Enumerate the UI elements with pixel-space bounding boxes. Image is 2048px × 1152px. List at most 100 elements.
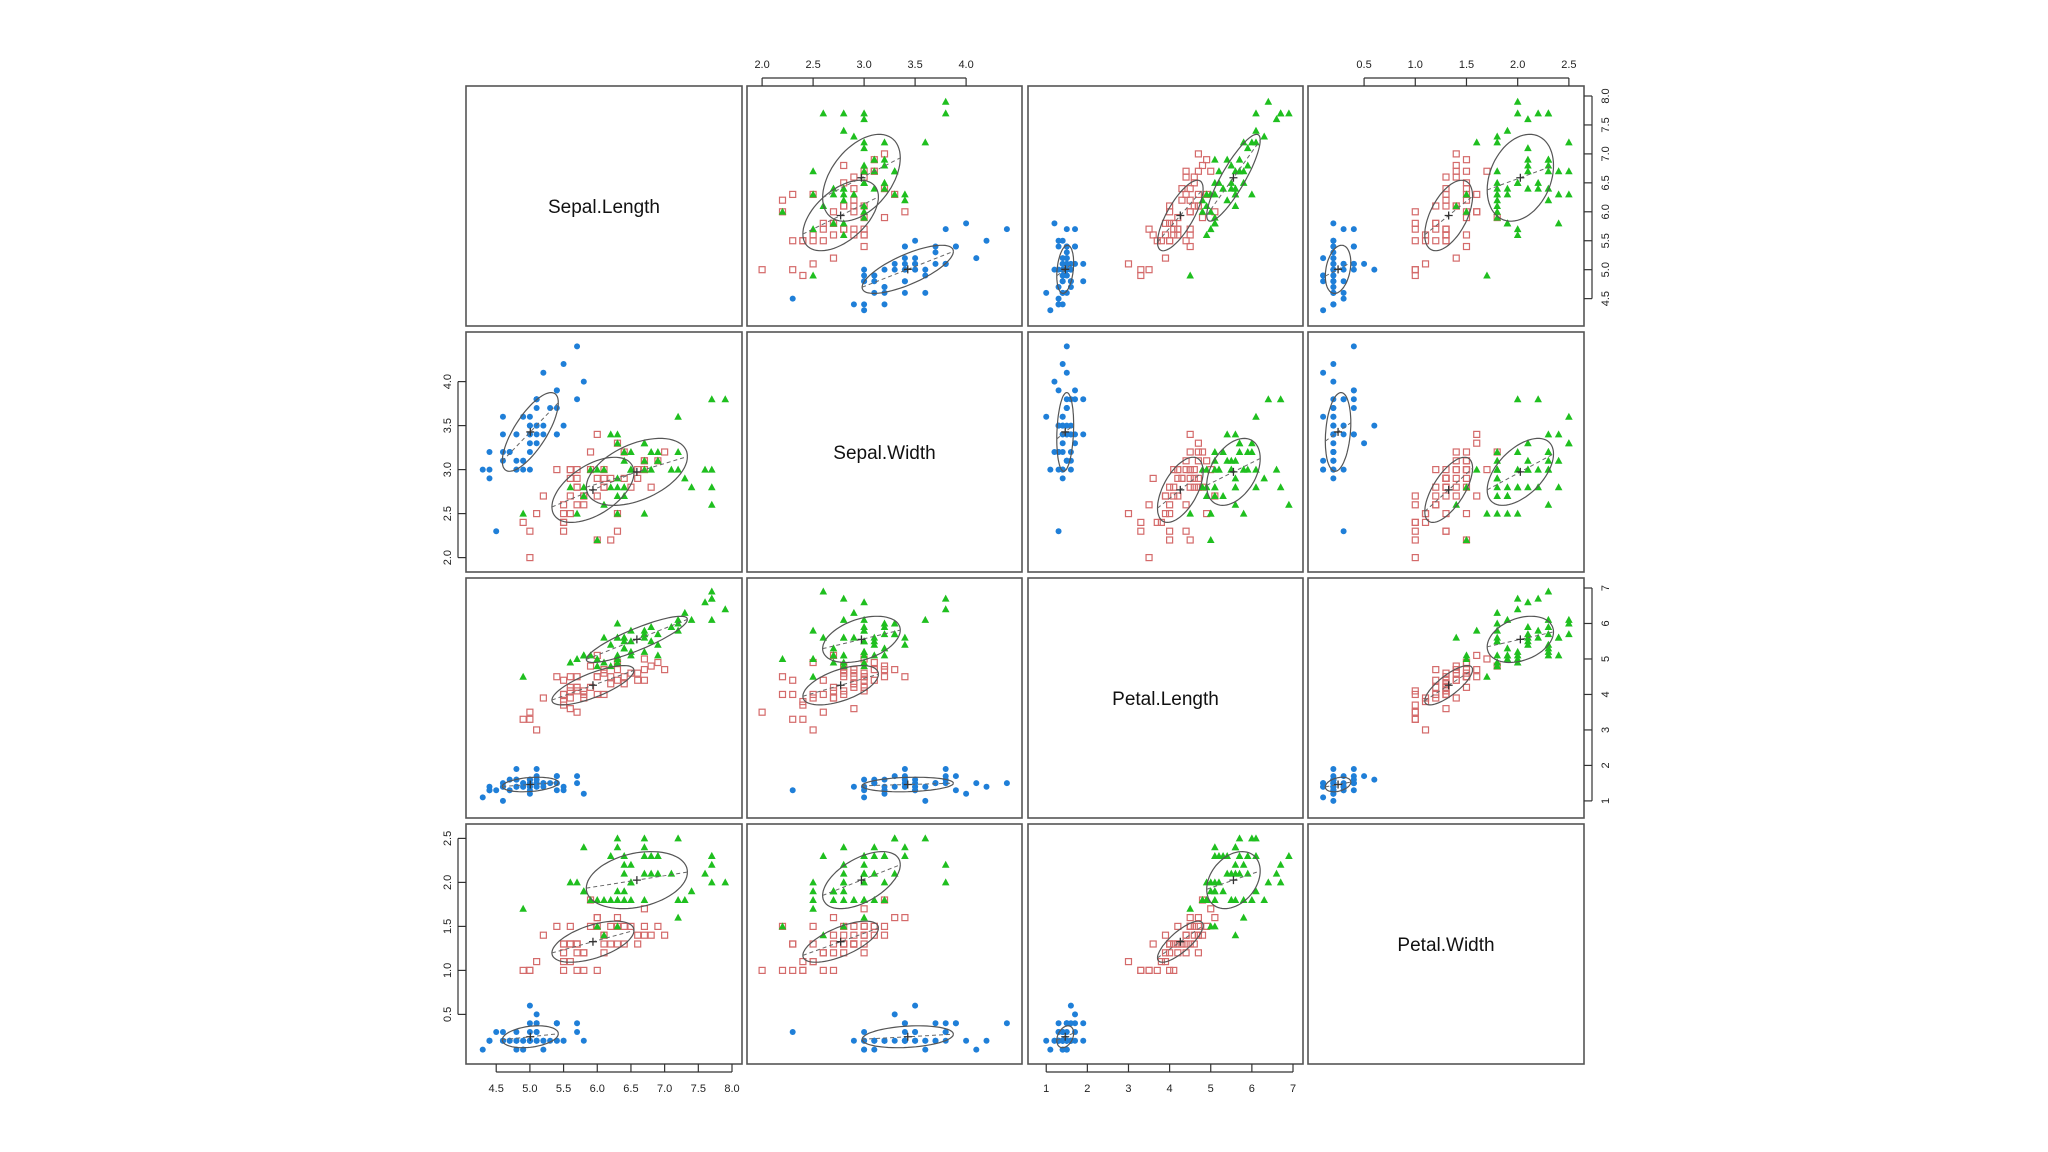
point-virginica: [809, 626, 817, 634]
point-virginica: [600, 931, 608, 939]
point-setosa: [1320, 413, 1327, 420]
point-virginica: [701, 465, 709, 473]
point-virginica: [1223, 196, 1231, 204]
series-setosa: [789, 1002, 1010, 1053]
point-setosa: [486, 787, 493, 794]
point-virginica: [579, 483, 588, 491]
regression-line-setosa: [1325, 781, 1351, 788]
point-virginica: [1493, 619, 1501, 627]
point-virginica: [1231, 202, 1240, 209]
ellipse-setosa: [501, 392, 559, 472]
point-virginica: [1565, 619, 1573, 627]
point-versicolor: [850, 225, 858, 233]
point-virginica: [1462, 536, 1471, 543]
point-versicolor: [1194, 167, 1203, 175]
point-setosa: [1340, 396, 1347, 403]
point-setosa: [912, 1002, 919, 1009]
point-versicolor: [1411, 701, 1419, 709]
panel-petal-length-vs-petal-width: [1307, 577, 1585, 819]
regression-line-virginica: [822, 629, 901, 650]
point-virginica: [850, 190, 858, 198]
point-virginica: [566, 878, 575, 886]
point-versicolor: [559, 510, 568, 518]
point-virginica: [901, 196, 909, 204]
point-versicolor: [1452, 676, 1460, 684]
point-virginica: [1264, 395, 1273, 403]
point-virginica: [1534, 184, 1542, 192]
point-virginica: [860, 623, 868, 631]
point-virginica: [613, 654, 622, 662]
point-virginica: [674, 896, 682, 903]
point-setosa: [891, 260, 898, 267]
point-versicolor: [1452, 448, 1460, 456]
point-virginica: [1493, 138, 1501, 146]
point-versicolor: [613, 666, 622, 674]
point-setosa: [901, 255, 908, 262]
point-virginica: [1493, 207, 1501, 215]
point-virginica: [1235, 852, 1244, 859]
point-virginica: [839, 878, 848, 886]
point-versicolor: [1174, 225, 1182, 233]
point-setosa: [912, 787, 919, 794]
point-versicolor: [1203, 457, 1211, 465]
point-virginica: [1239, 913, 1248, 921]
point-virginica: [880, 138, 889, 146]
point-virginica: [819, 587, 828, 595]
point-versicolor: [1432, 237, 1440, 245]
point-versicolor: [778, 196, 787, 204]
point-versicolor: [1442, 466, 1450, 474]
point-setosa: [574, 396, 581, 403]
point-versicolor: [1186, 913, 1194, 922]
tick-label: 7: [1290, 1083, 1296, 1095]
point-setosa: [901, 278, 908, 285]
series-versicolor: [758, 896, 909, 975]
variable-label-petal-width: Petal.Width: [1397, 935, 1494, 956]
point-virginica: [1544, 465, 1553, 473]
series-virginica: [519, 834, 730, 939]
point-setosa: [553, 431, 560, 438]
point-virginica: [870, 184, 879, 192]
point-virginica: [860, 615, 868, 623]
point-versicolor: [1432, 225, 1440, 233]
point-virginica: [647, 448, 655, 455]
point-virginica: [1544, 456, 1553, 464]
point-virginica: [600, 633, 608, 641]
point-versicolor: [593, 492, 601, 500]
point-versicolor: [840, 931, 848, 939]
point-virginica: [1534, 594, 1542, 602]
point-virginica: [654, 852, 662, 859]
point-setosa: [533, 431, 540, 438]
point-virginica: [707, 395, 716, 403]
point-versicolor: [580, 690, 588, 699]
tick-label: 4.5: [1600, 291, 1612, 306]
point-virginica: [593, 465, 602, 473]
point-virginica: [1493, 633, 1501, 641]
point-setosa: [1055, 301, 1062, 308]
tick-label: 2.0: [442, 875, 454, 890]
point-versicolor: [1174, 474, 1182, 482]
point-setosa: [1320, 369, 1327, 376]
point-setosa: [901, 765, 908, 772]
point-setosa: [891, 1011, 898, 1018]
point-virginica: [1243, 852, 1252, 859]
point-virginica: [1252, 126, 1260, 134]
point-virginica: [1231, 931, 1240, 939]
point-virginica: [1285, 109, 1293, 117]
ellipse-virginica: [821, 615, 901, 664]
point-versicolor: [1190, 173, 1198, 181]
point-virginica: [901, 190, 909, 198]
point-virginica: [860, 213, 868, 221]
tick-label: 7.5: [691, 1083, 706, 1095]
point-versicolor: [580, 966, 588, 975]
point-setosa: [1320, 255, 1327, 262]
point-setosa: [1330, 255, 1337, 262]
point-virginica: [674, 448, 682, 455]
point-versicolor: [850, 705, 858, 713]
point-virginica: [880, 623, 889, 631]
point-versicolor: [1186, 536, 1194, 544]
point-versicolor: [1186, 242, 1194, 251]
point-virginica: [860, 658, 868, 666]
point-versicolor: [870, 666, 878, 674]
point-versicolor: [1166, 483, 1174, 491]
point-versicolor: [519, 715, 527, 723]
